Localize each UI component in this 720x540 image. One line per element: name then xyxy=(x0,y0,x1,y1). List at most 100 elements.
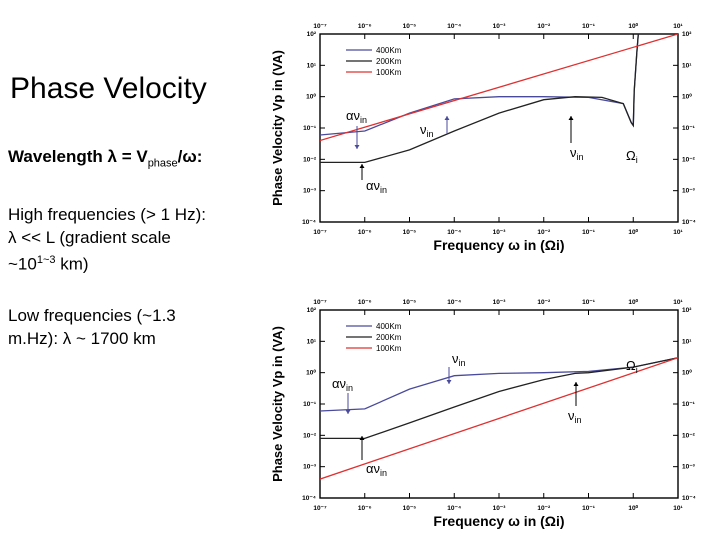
x-tick-label: 10⁻¹ xyxy=(582,505,595,512)
x-tick-label-top: 10⁻⁵ xyxy=(403,299,417,306)
y-tick-label-right: 10⁻¹ xyxy=(682,401,695,408)
y-tick-label: 10⁻¹ xyxy=(303,125,316,132)
series-line-100km xyxy=(320,34,678,142)
x-tick-label-top: 10⁰ xyxy=(628,298,638,306)
x-tick-label-top: 10⁻⁶ xyxy=(358,23,372,30)
annotation-label: νin xyxy=(420,122,434,139)
y-tick-label-right: 10¹ xyxy=(682,62,691,69)
legend-entry: 200Km xyxy=(376,57,402,66)
x-axis-label: Frequency ω in (Ωi) xyxy=(433,513,564,529)
phase-velocity-chart-top: 10⁻⁷ 10⁻⁷ 10⁻⁶ 10⁻⁶ 10⁻⁵ 10⁻⁵ 10⁻⁴ 10⁻⁴ 10⁻³ 10⁻³… xyxy=(270,22,696,253)
bullet-high-frequencies: High frequencies (> 1 Hz): λ << L (gradi… xyxy=(8,205,206,275)
y-tick-label-right: 10¹ xyxy=(682,338,691,345)
annotation-arrowhead xyxy=(568,116,574,120)
plot-frame xyxy=(319,33,679,223)
x-tick-label-top: 10⁻⁷ xyxy=(313,23,327,30)
wavelength-label: Wavelength xyxy=(8,147,108,166)
series-line-200km xyxy=(320,34,639,164)
x-tick-label-top: 10⁻⁴ xyxy=(447,299,461,306)
y-tick-label: 10⁰ xyxy=(306,369,316,377)
x-tick-label: 10⁻¹ xyxy=(582,229,595,236)
annotation-label: ανin xyxy=(332,376,353,393)
annotation-label: ανin xyxy=(366,461,387,478)
x-tick-label: 10⁻⁷ xyxy=(313,505,327,512)
x-tick-label: 10⁰ xyxy=(628,504,638,512)
y-tick-label-right: 10⁰ xyxy=(682,369,692,377)
x-tick-label-top: 10⁻⁷ xyxy=(313,299,327,306)
phase-velocity-chart-bottom: 10⁻⁷ 10⁻⁷ 10⁻⁶ 10⁻⁶ 10⁻⁵ 10⁻⁵ 10⁻⁴ 10⁻⁴ 10⁻³ 10⁻³… xyxy=(270,298,696,529)
x-tick-label: 10⁻² xyxy=(537,229,551,236)
x-tick-label: 10¹ xyxy=(673,229,682,236)
y-tick-label: 10¹ xyxy=(307,62,316,69)
annotation-arrowhead xyxy=(345,410,351,414)
y-tick-label-right: 10⁻² xyxy=(682,432,696,439)
y-tick-label: 10² xyxy=(307,307,317,314)
x-tick-label-top: 10⁻⁴ xyxy=(447,23,461,30)
y-tick-label: 10² xyxy=(307,31,317,38)
annotation-arrowhead xyxy=(444,116,450,120)
annotation-label: νin xyxy=(452,351,466,368)
annotation-label: Ωi xyxy=(626,148,638,165)
legend-entry: 100Km xyxy=(376,344,402,353)
y-axis-label: Phase Velocity Vp in (VA) xyxy=(270,50,285,206)
annotation-label: νin xyxy=(570,145,584,162)
x-tick-label-top: 10⁻² xyxy=(537,23,551,30)
x-tick-label-top: 10⁻¹ xyxy=(582,299,595,306)
y-tick-label-right: 10⁻⁴ xyxy=(682,219,696,226)
x-tick-label-top: 10¹ xyxy=(673,299,682,306)
x-tick-label-top: 10⁻² xyxy=(537,299,551,306)
y-tick-label: 10⁻⁴ xyxy=(302,219,316,226)
x-tick-label: 10⁻⁶ xyxy=(358,505,372,512)
x-tick-label-top: 10⁻¹ xyxy=(582,23,595,30)
annotation-label: ανin xyxy=(366,178,387,195)
bullet-low-frequencies: Low frequencies (~1.3 m.Hz): λ ~ 1700 km xyxy=(8,306,176,349)
annotation-arrowhead xyxy=(446,380,452,384)
bullet-wavelength: Wavelength λ = Vphase/ω: xyxy=(8,147,203,170)
x-tick-label: 10⁻⁵ xyxy=(403,229,417,236)
y-tick-label: 10¹ xyxy=(307,338,316,345)
y-tick-label-right: 10⁰ xyxy=(682,93,692,101)
y-tick-label: 10⁻⁴ xyxy=(302,495,316,502)
x-tick-label: 10⁻⁷ xyxy=(313,229,327,236)
x-tick-label: 10⁻⁵ xyxy=(403,505,417,512)
x-tick-label-top: 10⁻³ xyxy=(493,299,507,306)
y-tick-label-right: 10² xyxy=(682,307,692,314)
series-line-200km xyxy=(320,357,678,440)
legend-entry: 100Km xyxy=(376,68,402,77)
annotation-label: Ωi xyxy=(626,358,638,375)
annotation-label: νin xyxy=(568,408,582,425)
annotation-label: ανin xyxy=(346,108,367,125)
y-tick-label: 10⁻¹ xyxy=(303,401,316,408)
legend-entry: 400Km xyxy=(376,322,402,331)
y-tick-label: 10⁻² xyxy=(303,432,317,439)
legend-entry: 200Km xyxy=(376,333,402,342)
annotation-arrowhead xyxy=(573,382,579,386)
x-tick-label: 10⁻³ xyxy=(493,229,507,236)
x-tick-label: 10⁻⁴ xyxy=(447,505,461,512)
x-tick-label-top: 10⁻³ xyxy=(493,23,507,30)
bullet-list: Wavelength λ = Vphase/ω: High frequencie… xyxy=(8,145,268,378)
y-tick-label-right: 10⁻² xyxy=(682,156,696,163)
x-tick-label: 10⁻⁴ xyxy=(447,229,461,236)
y-tick-label: 10⁰ xyxy=(306,93,316,101)
x-tick-label-top: 10⁻⁶ xyxy=(358,299,372,306)
slide-title: Phase Velocity xyxy=(10,72,207,105)
annotation-arrowhead xyxy=(359,164,365,168)
y-tick-label: 10⁻³ xyxy=(303,464,317,471)
legend-entry: 400Km xyxy=(376,46,402,55)
y-axis-label: Phase Velocity Vp in (VA) xyxy=(270,326,285,482)
y-tick-label-right: 10² xyxy=(682,31,692,38)
annotation-arrowhead xyxy=(359,436,365,440)
x-tick-label: 10⁻³ xyxy=(493,505,507,512)
y-tick-label-right: 10⁻¹ xyxy=(682,125,695,132)
x-tick-label: 10⁰ xyxy=(628,228,638,236)
x-tick-label: 10¹ xyxy=(673,505,682,512)
x-tick-label: 10⁻² xyxy=(537,505,551,512)
x-tick-label-top: 10⁻⁵ xyxy=(403,23,417,30)
x-axis-label: Frequency ω in (Ωi) xyxy=(433,237,564,253)
y-tick-label: 10⁻³ xyxy=(303,188,317,195)
x-tick-label-top: 10⁰ xyxy=(628,22,638,30)
annotation-arrowhead xyxy=(354,145,360,149)
y-tick-label: 10⁻² xyxy=(303,156,317,163)
y-tick-label-right: 10⁻³ xyxy=(682,188,696,195)
